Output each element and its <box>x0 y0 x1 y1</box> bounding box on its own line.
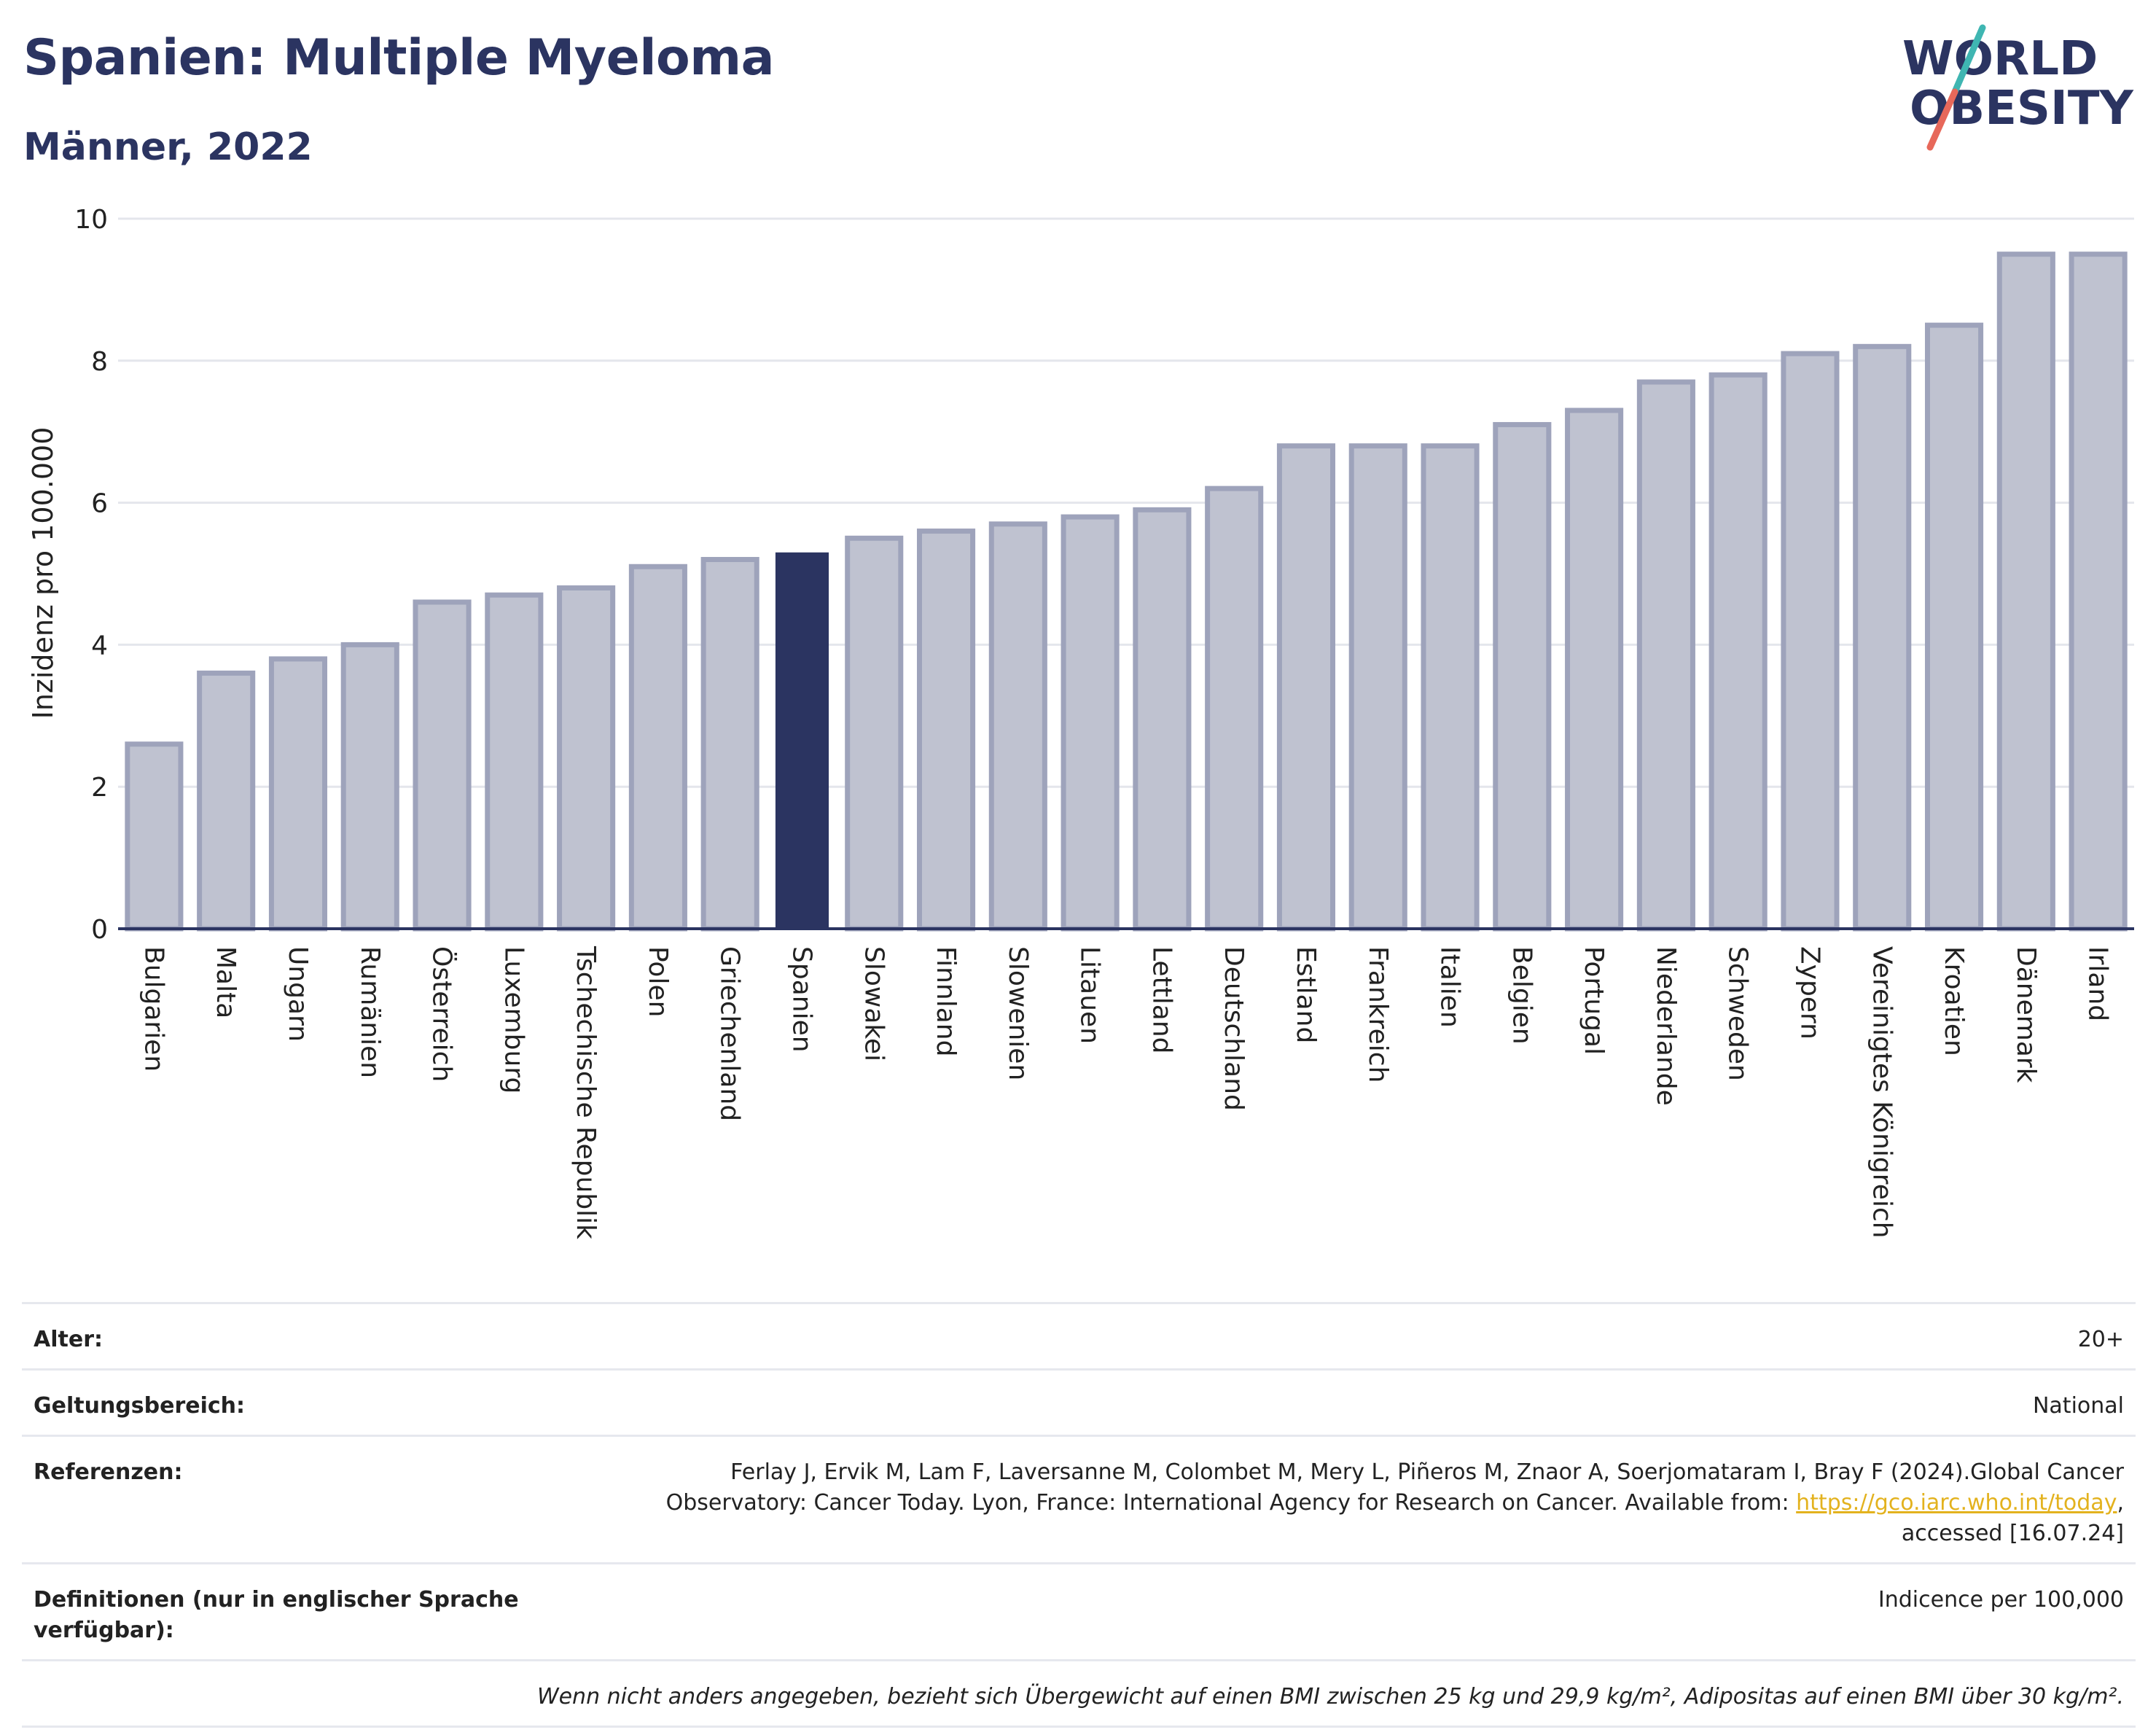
x-tick-label: Österreich <box>427 946 458 1082</box>
x-tick-label: Polen <box>643 946 673 1017</box>
x-tick-label: Bulgarien <box>138 946 168 1072</box>
meta-row-note: Wenn nicht anders angegeben, bezieht sic… <box>22 1659 2136 1728</box>
bar-italien <box>1421 443 1480 932</box>
metadata-table: Alter: 20+ Geltungsbereich: National Ref… <box>22 1302 2136 1728</box>
x-tick-label: Niederlande <box>1651 946 1681 1106</box>
bar-zypern <box>1781 351 1840 932</box>
y-tick-label: 8 <box>91 347 108 377</box>
x-tick-label: Zypern <box>1794 946 1824 1040</box>
x-tick-label: Frankreich <box>1363 946 1393 1083</box>
x-tick-label: Italien <box>1435 946 1465 1028</box>
chart-title: Spanien: Multiple Myeloma <box>23 29 775 87</box>
scope-label: Geltungsbereich: <box>34 1393 246 1419</box>
bar-rumänien <box>340 642 399 932</box>
x-tick-label: Litauen <box>1075 946 1105 1044</box>
x-tick-label: Finnland <box>931 946 961 1056</box>
bar-vereinigtes-königreich <box>1853 343 1912 932</box>
chart-subtitle: Männer, 2022 <box>23 125 313 169</box>
bar-bulgarien <box>125 741 184 932</box>
x-tick-label: Irland <box>2083 946 2113 1021</box>
bar-polen <box>628 564 687 932</box>
bar-österreich <box>413 599 472 932</box>
x-tick-label: Slowenien <box>1003 946 1033 1080</box>
scope-value: National <box>2032 1393 2124 1419</box>
logo-slash-bottom <box>1926 88 1958 151</box>
y-tick-label: 4 <box>91 631 108 660</box>
x-tick-label: Spanien <box>786 946 816 1053</box>
references-text-1: Ferlay J, Ervik M, Lam F, Laversanne M, … <box>730 1459 2124 1485</box>
x-tick-label: Griechenland <box>715 946 745 1121</box>
x-tick-label: Rumänien <box>355 946 385 1078</box>
x-tick-label: Belgien <box>1507 946 1536 1045</box>
meta-row-scope: Geltungsbereich: National <box>22 1368 2136 1435</box>
bar-schweden <box>1708 372 1768 932</box>
bar-ungarn <box>268 656 328 932</box>
meta-row-definitions: Definitionen (nur in englischer Sprache … <box>22 1562 2136 1659</box>
x-tick-label: Schweden <box>1723 946 1753 1081</box>
x-tick-label: Dänemark <box>2011 946 2041 1083</box>
age-label: Alter: <box>34 1327 103 1352</box>
definitions-value: Indicence per 100,000 <box>1878 1587 2124 1613</box>
bar-malta <box>197 670 256 932</box>
x-tick-label: Vereinigtes Königreich <box>1867 946 1897 1239</box>
x-tick-label: Malta <box>211 946 241 1018</box>
bar-niederlande <box>1636 379 1695 932</box>
bar-slowenien <box>988 521 1047 932</box>
x-tick-label: Estland <box>1291 946 1321 1043</box>
bar-belgien <box>1493 421 1552 932</box>
footnote: Wenn nicht anders angegeben, bezieht sic… <box>536 1684 2124 1709</box>
references-value: Ferlay J, Ervik M, Lam F, Laversanne M, … <box>593 1457 2124 1549</box>
logo-slash-top <box>1951 24 1986 95</box>
meta-row-age: Alter: 20+ <box>22 1302 2136 1368</box>
references-text-3: , <box>2117 1490 2124 1516</box>
bar-griechenland <box>700 557 759 932</box>
world-obesity-logo: WORLD OBESITY <box>1902 24 2133 151</box>
bar-irland <box>2069 252 2128 932</box>
references-text-4: accessed [16.07.24] <box>1901 1521 2124 1546</box>
bar-dänemark <box>1996 252 2055 932</box>
bar-slowakei <box>845 535 904 932</box>
x-tick-label: Portugal <box>1579 946 1609 1055</box>
bar-tschechische-republik <box>557 585 616 932</box>
x-tick-label: Kroatien <box>1939 946 1969 1056</box>
y-axis-label: Inzidenz pro 100.000 <box>27 427 59 720</box>
y-tick-label: 2 <box>91 773 108 803</box>
age-value: 20+ <box>2077 1327 2124 1352</box>
y-tick-label: 10 <box>74 205 108 235</box>
definitions-label: Definitionen (nur in englischer Sprache … <box>34 1587 519 1643</box>
bar-lettland <box>1133 507 1192 932</box>
references-text-2: Observatory: Cancer Today. Lyon, France:… <box>665 1490 1797 1516</box>
x-tick-label: Lettland <box>1147 946 1176 1054</box>
bar-kroatien <box>1924 322 1984 932</box>
y-tick-label: 6 <box>91 489 108 519</box>
axis-layer: 0 2 4 6 8 10 Bulgarien Malta Ungarn Rumänien Öster… <box>74 205 2134 1239</box>
bar-deutschland <box>1205 486 1264 932</box>
bar-frankreich <box>1348 443 1407 932</box>
bar-litauen <box>1061 514 1120 932</box>
bar-estland <box>1276 443 1336 932</box>
y-tick-label: 0 <box>91 915 108 945</box>
bar-chart: 0 2 4 6 8 10 Bulgarien Malta Ungarn Rumänien Öster… <box>27 205 2134 1239</box>
x-tick-label: Deutschland <box>1219 946 1249 1111</box>
x-tick-label: Tschechische Republik <box>571 946 601 1239</box>
bar-portugal <box>1565 408 1624 932</box>
bar-luxemburg <box>485 592 544 932</box>
x-tick-label: Luxemburg <box>499 946 528 1093</box>
x-tick-label: Ungarn <box>283 946 313 1042</box>
logo-line-world: WORLD <box>1902 32 2098 86</box>
references-link[interactable]: https://gco.iarc.who.int/today <box>1796 1490 2117 1516</box>
x-tick-label: Slowakei <box>859 946 888 1061</box>
meta-row-references: Referenzen: Ferlay J, Ervik M, Lam F, La… <box>22 1435 2136 1562</box>
bar-layer <box>125 252 2128 932</box>
bar-finnland <box>916 529 976 932</box>
references-label: Referenzen: <box>34 1459 183 1485</box>
bar-spanien <box>775 552 829 929</box>
